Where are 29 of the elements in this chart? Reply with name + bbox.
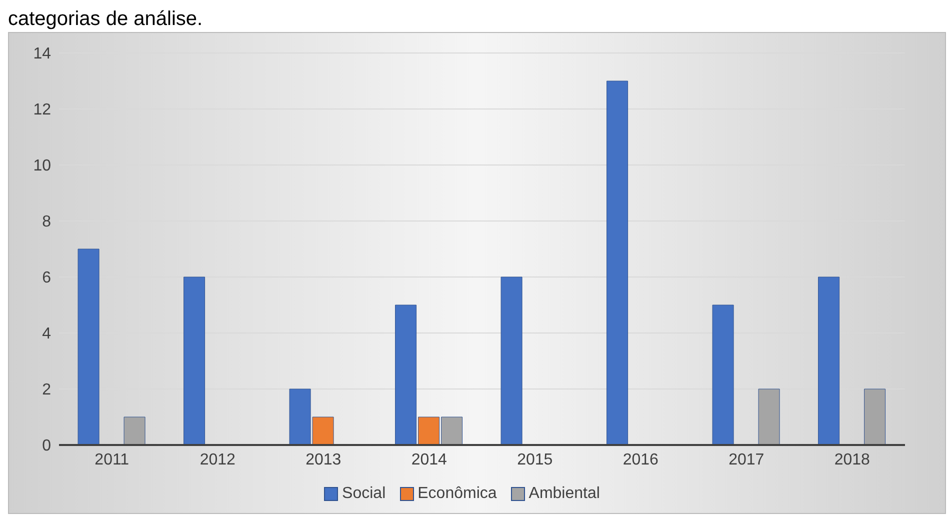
x-tick-label: 2014 [411, 451, 448, 468]
legend-label: Econômica [418, 485, 497, 503]
y-tick-label: 4 [42, 326, 52, 343]
bar [864, 388, 886, 445]
y-tick-label: 8 [42, 214, 52, 231]
x-tick-label: 2015 [517, 451, 553, 468]
y-tick-label: 10 [33, 158, 52, 175]
x-tick-label: 2012 [200, 451, 236, 468]
text: categorias de análise. [8, 8, 204, 32]
bar [500, 276, 522, 445]
bar [758, 388, 780, 445]
y-tick-label: 12 [33, 102, 52, 119]
bar [818, 276, 840, 445]
bar [606, 80, 628, 445]
bar [184, 276, 206, 445]
x-tick-label: 2011 [94, 451, 130, 468]
x-tick-label: 2016 [622, 451, 659, 468]
legend-label: Social [342, 485, 386, 503]
y-tick-label: 0 [42, 438, 52, 455]
y-tick-label: 6 [42, 270, 52, 287]
bar [124, 416, 146, 445]
legend-label: Ambiental [528, 485, 600, 503]
y-tick-label: 14 [33, 46, 52, 63]
bar [78, 248, 100, 445]
x-tick-label: 2013 [306, 451, 342, 468]
bar [712, 304, 734, 445]
x-tick-label: 2018 [834, 451, 870, 468]
y-tick-label: 2 [42, 382, 52, 399]
x-tick-label: 2017 [728, 451, 764, 468]
